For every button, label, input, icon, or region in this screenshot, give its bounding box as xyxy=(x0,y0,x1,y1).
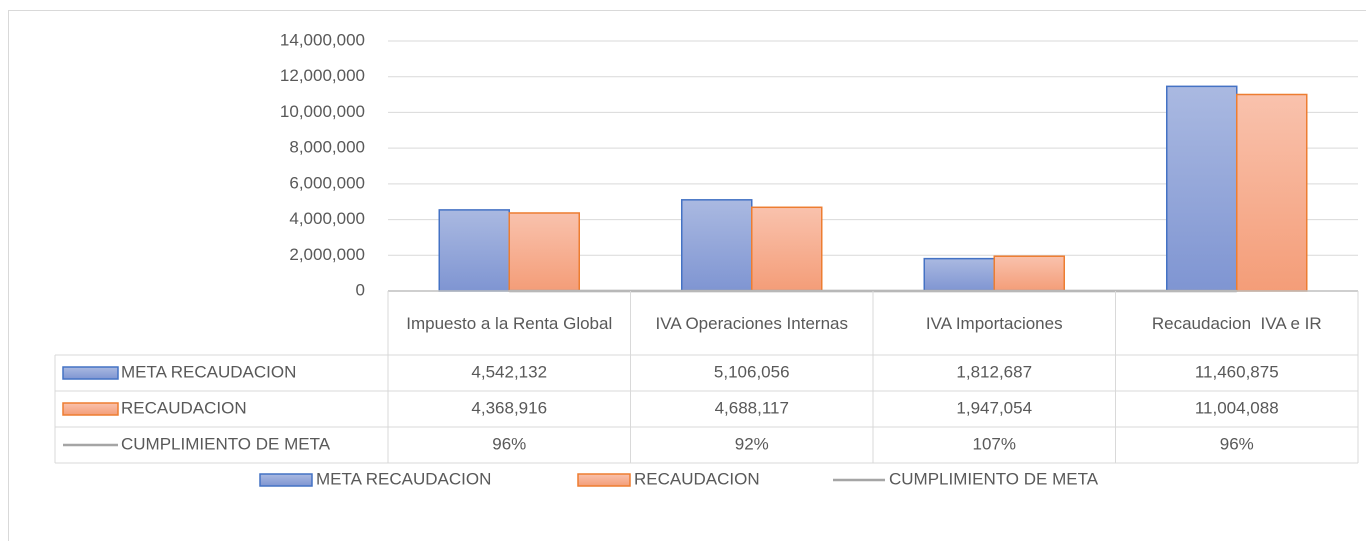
table-value: 5,106,056 xyxy=(714,362,790,381)
table-value: 92% xyxy=(735,434,769,453)
legend-key xyxy=(259,473,313,487)
table-row-label: RECAUDACION xyxy=(121,398,247,417)
bar xyxy=(681,199,753,292)
chart-border xyxy=(8,10,1366,541)
table-value: 11,460,875 xyxy=(1195,362,1279,381)
legend-label: RECAUDACION xyxy=(634,469,760,488)
legend-key xyxy=(62,402,119,416)
category-label: Impuesto a la Renta Global xyxy=(406,313,613,333)
legend-key xyxy=(62,366,119,380)
y-tick-label: 4,000,000 xyxy=(289,209,365,228)
y-tick-label: 2,000,000 xyxy=(289,245,365,264)
bar xyxy=(508,212,580,292)
bar xyxy=(438,209,510,292)
table-value: 1,812,687 xyxy=(956,362,1032,381)
table-value: 4,542,132 xyxy=(471,362,547,381)
table-value: 1,947,054 xyxy=(956,398,1032,417)
y-tick-label: 8,000,000 xyxy=(289,138,365,157)
table-value: 4,688,117 xyxy=(715,398,789,417)
category-label: IVA Operaciones Internas xyxy=(655,313,848,333)
bar xyxy=(1236,93,1308,292)
legend-label: META RECAUDACION xyxy=(316,469,491,488)
y-tick-label: 12,000,000 xyxy=(280,66,365,85)
y-tick-label: 10,000,000 xyxy=(280,102,365,121)
bar xyxy=(923,257,995,292)
legend-key xyxy=(577,473,631,487)
y-tick-label: 14,000,000 xyxy=(280,30,365,49)
table-value: 11,004,088 xyxy=(1195,398,1279,417)
bar xyxy=(993,255,1065,292)
y-tick-label: 6,000,000 xyxy=(289,173,365,192)
table-row-label: META RECAUDACION xyxy=(121,362,296,381)
legend-label: CUMPLIMIENTO DE META xyxy=(889,469,1099,488)
bar xyxy=(751,206,823,292)
table-value: 96% xyxy=(492,434,526,453)
category-label: Recaudacion IVA e IR xyxy=(1151,313,1322,333)
table-value: 96% xyxy=(1220,434,1254,453)
table-value: 107% xyxy=(973,434,1016,453)
y-tick-label: 0 xyxy=(356,280,365,299)
table-row-label: CUMPLIMIENTO DE META xyxy=(121,434,331,453)
table-value: 4,368,916 xyxy=(471,398,547,417)
bar xyxy=(1166,85,1238,292)
category-label: IVA Importaciones xyxy=(925,313,1063,333)
